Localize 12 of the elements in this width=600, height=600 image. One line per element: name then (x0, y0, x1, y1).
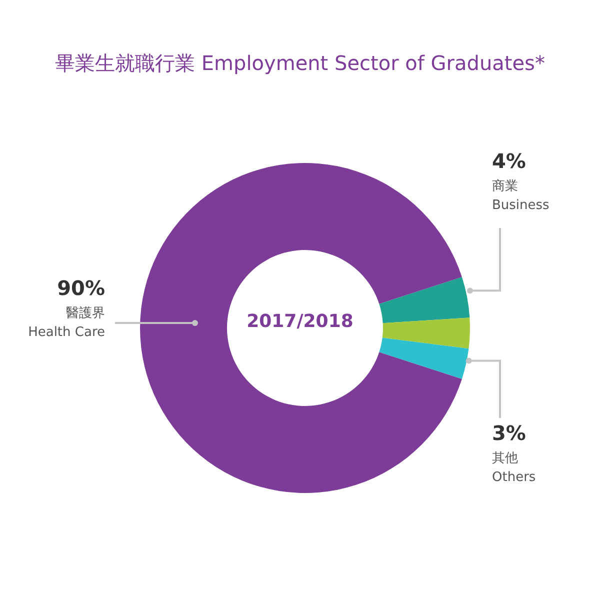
text: 2017/2018 (246, 311, 354, 332)
slice-label: 醫護界 Health Care (28, 306, 105, 340)
donut-slice (379, 338, 469, 379)
slice-label: 商業 Business (492, 179, 550, 213)
donut-slice (140, 163, 462, 493)
chart-title: 畢業生就職行業 Employment Sector of Graduates* (54, 50, 546, 77)
donut-slice (379, 277, 470, 324)
slice-label: 其他 Others (492, 451, 536, 485)
data-label: 90% (57, 276, 105, 300)
data-label: 3% (492, 421, 526, 445)
data-label: 4% (492, 149, 526, 173)
donut-slice (382, 318, 470, 349)
